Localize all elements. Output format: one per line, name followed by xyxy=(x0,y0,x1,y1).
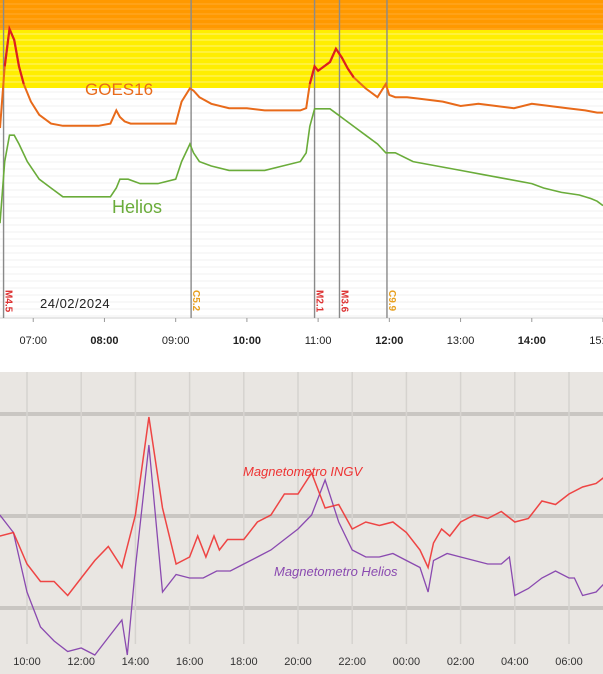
goes16-series-line xyxy=(0,25,603,129)
date-label: 24/02/2024 xyxy=(40,296,110,311)
flare-label: M3.6 xyxy=(338,290,349,313)
x-tick-label: 13:00 xyxy=(447,335,475,347)
goes16-peak-segment xyxy=(308,46,355,85)
goes16-series-label: GOES16 xyxy=(85,80,153,99)
magnetometer-chart: Magnetometro INGV Magnetometro Helios 10:… xyxy=(0,372,603,674)
x-tick-label: 11:00 xyxy=(305,335,332,347)
x-tick-label: 12:00 xyxy=(67,656,95,668)
x-tick-label: 18:00 xyxy=(230,656,258,668)
flare-label: C9.9 xyxy=(386,290,397,312)
ingv-magnetometer-line xyxy=(0,416,603,597)
x-tick-label: 02:00 xyxy=(447,656,475,668)
x-tick-label: 15:00 xyxy=(589,335,603,347)
x-tick-label: 10:00 xyxy=(233,335,261,347)
horizontal-gridline xyxy=(0,606,603,610)
horizontal-gridline xyxy=(0,514,603,518)
magnetometer-plot-background xyxy=(0,372,603,674)
x-tick-label: 22:00 xyxy=(338,656,366,668)
helios-series-label: Magnetometro Helios xyxy=(274,564,398,579)
x-tick-label: 14:00 xyxy=(518,335,546,347)
helios-series-line xyxy=(0,108,603,224)
x-tick-label: 07:00 xyxy=(19,335,47,347)
goes-helios-xray-chart: M4.5 C5.2 M2.1 M3.6 C9.9 GOES16 Helios 07:00 0… xyxy=(0,0,603,347)
horizontal-gridline xyxy=(0,412,603,416)
x-tick-label: 00:00 xyxy=(393,656,421,668)
x-class-band xyxy=(0,0,603,30)
helios-magnetometer-line xyxy=(0,444,603,656)
helios-series-label: Helios xyxy=(112,197,162,217)
x-tick-label: 16:00 xyxy=(176,656,204,668)
x-tick-label: 12:00 xyxy=(375,335,403,347)
x-tick-label: 20:00 xyxy=(284,656,312,668)
x-tick-label: 04:00 xyxy=(501,656,529,668)
x-tick-label: 10:00 xyxy=(13,656,41,668)
x-tick-label: 06:00 xyxy=(555,656,583,668)
ingv-series-label: Magnetometro INGV xyxy=(243,464,364,479)
flare-label: C5.2 xyxy=(190,290,201,312)
flare-label: M2.1 xyxy=(314,290,325,313)
x-tick-label: 09:00 xyxy=(162,335,190,347)
flare-label: M4.5 xyxy=(3,290,14,313)
x-tick-label: 08:00 xyxy=(90,335,118,347)
goes16-peak-segment xyxy=(3,24,25,85)
x-tick-label: 14:00 xyxy=(122,656,150,668)
